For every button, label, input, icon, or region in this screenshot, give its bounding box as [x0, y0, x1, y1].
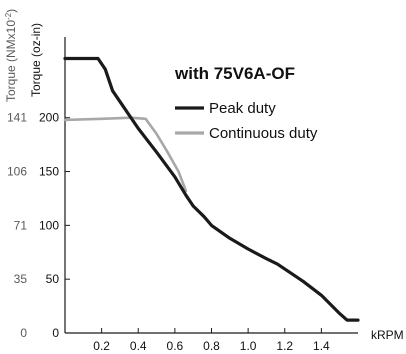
- chart-title: with 75V6A-OF: [174, 64, 295, 83]
- y-tick-label-secondary: 0: [20, 326, 27, 340]
- y-tick-label: 50: [46, 272, 60, 286]
- y-axis-label: Torque (oz-in): [29, 23, 43, 97]
- x-tick-label: 1.2: [276, 339, 293, 353]
- y-tick-label-secondary: 35: [14, 272, 28, 286]
- legend-label-continuous-duty: Continuous duty: [209, 125, 318, 142]
- y-tick-label-secondary: 141: [7, 111, 27, 125]
- x-tick-label: 0.6: [167, 339, 184, 353]
- x-tick-label: 0.8: [203, 339, 220, 353]
- series-line-peak-duty: [63, 56, 360, 322]
- series-layer: [63, 56, 360, 322]
- x-axis-unit: kRPM: [371, 328, 404, 342]
- y-tick-label-secondary: 106: [7, 165, 27, 179]
- x-tick-label: 1.4: [313, 339, 330, 353]
- y-tick-label: 150: [39, 165, 59, 179]
- axis-ticks: 0 0 50 35 100 71 150 106 200 141 0.2 0.4 0.6 0.8 1.0 1.…: [7, 111, 330, 353]
- y-tick-label: 200: [39, 111, 59, 125]
- y-tick-label-secondary: 71: [14, 218, 28, 232]
- x-tick-label: 0.4: [130, 339, 147, 353]
- legend: Peak duty Continuous duty: [175, 100, 318, 142]
- y-tick-label: 100: [39, 218, 59, 232]
- y-axis-label-secondary: Torque (NMx10-2): [4, 9, 19, 102]
- x-tick-label: 1.0: [240, 339, 257, 353]
- y-tick-label: 0: [52, 326, 59, 340]
- series-line-continuous-duty: [63, 116, 188, 193]
- legend-label-peak-duty: Peak duty: [209, 100, 276, 117]
- x-tick-label: 0.2: [93, 339, 110, 353]
